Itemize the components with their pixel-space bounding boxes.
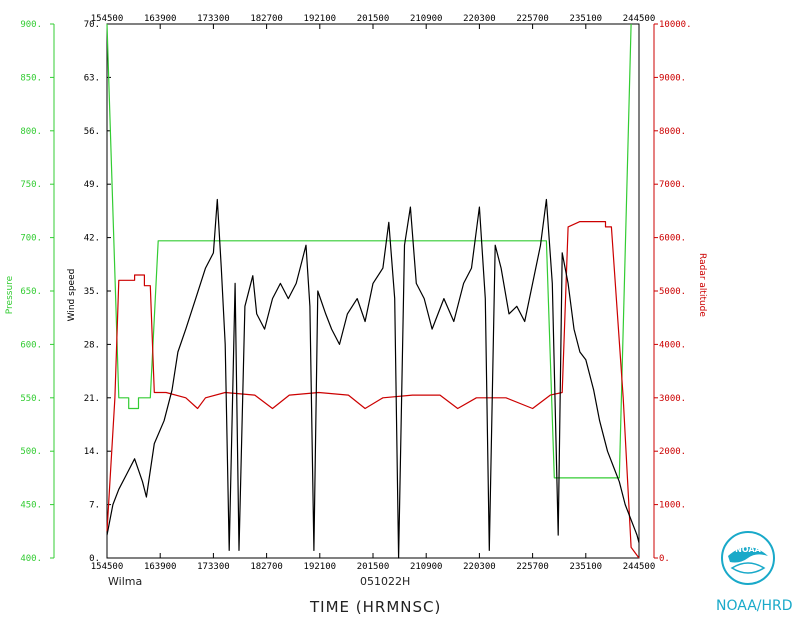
wind-tick-label: 70.: [84, 20, 100, 30]
x-tick-label-top: 220300: [463, 14, 496, 24]
x-tick-label-bottom: 220300: [463, 562, 496, 572]
series-layer: [106, 23, 640, 559]
pressure-tick-label: 750.: [20, 180, 42, 190]
x-tick-label-bottom: 225700: [516, 562, 549, 572]
x-tick-label-bottom: 244500: [623, 562, 656, 572]
x-tick-label-bottom: 235100: [570, 562, 603, 572]
radar-tick-label: 6000.: [659, 234, 686, 244]
x-tick-label-bottom: 201500: [357, 562, 390, 572]
wind-tick-label: 63.: [84, 73, 100, 83]
radar-tick-label: 3000.: [659, 394, 686, 404]
wind-tick-label: 14.: [84, 447, 100, 457]
wind-tick-label: 56.: [84, 127, 100, 137]
x-tick-label-top: 182700: [250, 14, 283, 24]
pressure-tick-label: 400.: [20, 554, 42, 564]
wind-tick-label: 49.: [84, 180, 100, 190]
x-tick-label-bottom: 154500: [91, 562, 124, 572]
wind-tick-label: 7.: [89, 501, 100, 511]
pressure-tick-label: 600.: [20, 340, 42, 350]
organization-label: NOAA/HRD: [716, 598, 793, 614]
radar-tick-label: 7000.: [659, 180, 686, 190]
pressure-tick-label: 450.: [20, 501, 42, 511]
labels-layer: 154500 154500 163900 163900 173300 173300 1827…: [5, 14, 707, 572]
radar-tick-label: 1000.: [659, 501, 686, 511]
x-axis-title: TIME (HRMNSC): [310, 598, 442, 616]
svg-text:NOAA: NOAA: [735, 545, 761, 554]
x-tick-label-top: 163900: [144, 14, 177, 24]
radar-tick-label: 9000.: [659, 73, 686, 83]
pressure-tick-label: 650.: [20, 287, 42, 297]
pressure-tick-label: 500.: [20, 447, 42, 457]
x-tick-label-top: 244500: [623, 14, 656, 24]
radar-tick-label: 10000.: [659, 20, 692, 30]
pressure-tick-label: 900.: [20, 20, 42, 30]
axes-layer: [50, 23, 658, 559]
wind-axis-label: Wind speed: [67, 269, 77, 322]
x-tick-label-bottom: 173300: [197, 562, 230, 572]
radar-axis-label: Radar altitude: [697, 253, 707, 317]
pressure-tick-label: 550.: [20, 394, 42, 404]
x-tick-label-top: 201500: [357, 14, 390, 24]
wind-tick-label: 21.: [84, 394, 100, 404]
radar-series-line: [106, 221, 640, 559]
noaa-logo-icon: NOAA: [721, 531, 775, 585]
x-tick-label-top: 173300: [197, 14, 230, 24]
pressure-tick-label: 800.: [20, 127, 42, 137]
x-tick-label-bottom: 192100: [304, 562, 337, 572]
wind-tick-label: 35.: [84, 287, 100, 297]
pressure-series-line: [106, 23, 632, 479]
pressure-axis-label: Pressure: [5, 275, 15, 314]
wind-tick-label: 42.: [84, 234, 100, 244]
x-tick-label-top: 154500: [91, 14, 124, 24]
radar-tick-label: 2000.: [659, 447, 686, 457]
radar-tick-label: 0.: [659, 554, 670, 564]
wind-tick-label: 28.: [84, 340, 100, 350]
x-tick-label-top: 225700: [516, 14, 549, 24]
x-tick-label-bottom: 210900: [410, 562, 443, 572]
pressure-tick-label: 700.: [20, 234, 42, 244]
radar-tick-label: 5000.: [659, 287, 686, 297]
radar-tick-label: 8000.: [659, 127, 686, 137]
x-tick-label-top: 192100: [304, 14, 337, 24]
wind-series-line: [106, 198, 640, 559]
radar-tick-label: 4000.: [659, 340, 686, 350]
x-tick-label-top: 235100: [570, 14, 603, 24]
x-tick-label-bottom: 163900: [144, 562, 177, 572]
storm-name: Wilma: [108, 575, 143, 588]
pressure-tick-label: 850.: [20, 73, 42, 83]
wind-tick-label: 0.: [89, 554, 100, 564]
date-code: 051022H: [360, 575, 411, 588]
x-tick-label-bottom: 182700: [250, 562, 283, 572]
x-tick-label-top: 210900: [410, 14, 443, 24]
